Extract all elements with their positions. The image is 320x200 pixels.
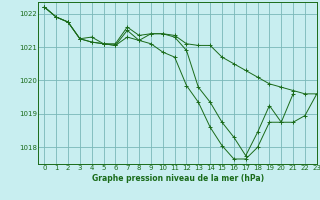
X-axis label: Graphe pression niveau de la mer (hPa): Graphe pression niveau de la mer (hPa) bbox=[92, 174, 264, 183]
